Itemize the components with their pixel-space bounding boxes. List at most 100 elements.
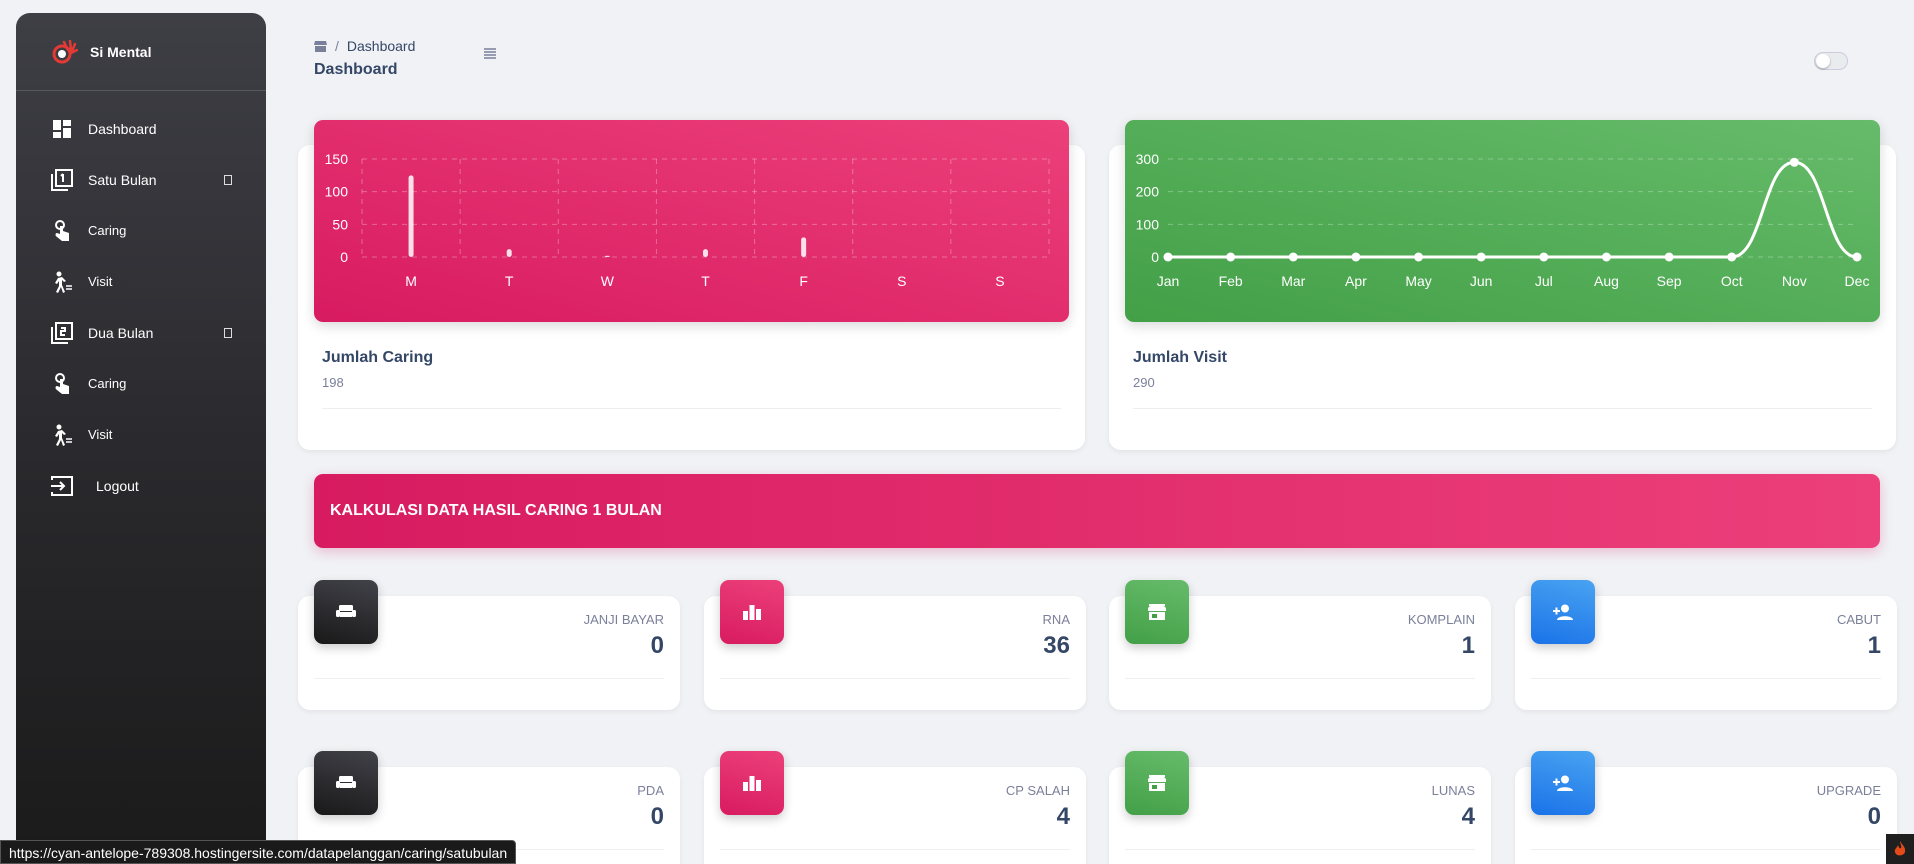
sidebar: Si Mental Dashboard Satu Bulan Caring [16, 13, 266, 864]
sidebar-nav: Dashboard Satu Bulan Caring Visit Dua [16, 91, 266, 511]
stat-label: CABUT [1836, 612, 1881, 627]
breadcrumb-current: Dashboard [346, 38, 416, 54]
login-icon [50, 474, 74, 498]
x-tick-label: Jan [1157, 273, 1180, 289]
stat-value: 0 [650, 803, 664, 830]
visit-chart-title: Jumlah Visit [1133, 349, 1227, 366]
store-icon [1125, 751, 1189, 815]
status-url: https://cyan-antelope-789308.hostingersi… [0, 840, 517, 864]
stat-label: KOMPLAIN [1407, 612, 1475, 627]
stat-label: RNA [1042, 612, 1070, 627]
caring-bar-chart: 0 50 100 150 M T W T F S S [325, 151, 1050, 289]
divider [720, 849, 1070, 850]
y-tick-label: 0 [1151, 249, 1159, 265]
walk-icon [50, 270, 74, 294]
stat-card-janji-bayar: JANJI BAYAR 0 [298, 580, 680, 710]
sidebar-item-dashboard[interactable]: Dashboard [16, 103, 266, 154]
page-title: Dashboard [314, 61, 398, 78]
caring-chart-total: 198 [322, 375, 344, 390]
divider [1531, 849, 1881, 850]
filter-2-icon [50, 321, 74, 345]
divider [1125, 678, 1475, 679]
sidebar-item-caring-2[interactable]: Caring [16, 358, 266, 409]
dashboard-icon [50, 117, 74, 141]
sidebar-item-satu-bulan[interactable]: Satu Bulan [16, 154, 266, 205]
x-tick-label: T [701, 273, 710, 289]
walk-icon [50, 423, 74, 447]
y-tick-label: 200 [1136, 184, 1160, 200]
brand-logo-icon [52, 39, 78, 63]
data-point [1163, 252, 1173, 262]
sidebar-item-label: Caring [88, 376, 127, 391]
calculation-banner: KALKULASI DATA HASIL CARING 1 BULAN [314, 474, 1880, 548]
data-point [1601, 252, 1611, 262]
stat-value: 36 [1043, 632, 1070, 659]
flame-icon[interactable] [1886, 834, 1914, 864]
sidebar-item-logout[interactable]: Logout [16, 460, 266, 511]
divider [720, 678, 1070, 679]
breadcrumb: / Dashboard [314, 38, 415, 54]
x-tick-label: Mar [1281, 273, 1305, 289]
sidebar-item-label: Dua Bulan [88, 324, 154, 341]
x-tick-label: S [995, 273, 1004, 289]
x-tick-label: Dec [1845, 273, 1870, 289]
stat-value: 4 [1461, 803, 1475, 830]
x-tick-label: S [897, 273, 906, 289]
filter-1-icon [50, 168, 74, 192]
stat-label: PDA [637, 783, 664, 798]
y-tick-label: 100 [1136, 216, 1160, 232]
bar [703, 249, 708, 257]
x-tick-label: W [601, 273, 615, 289]
divider [1125, 849, 1475, 850]
y-tick-label: 150 [325, 151, 349, 167]
sidebar-item-dua-bulan[interactable]: Dua Bulan [16, 307, 266, 358]
sidebar-item-caring-1[interactable]: Caring [16, 205, 266, 256]
stat-value: 1 [1867, 632, 1881, 659]
sidebar-item-visit-1[interactable]: Visit [16, 256, 266, 307]
data-point [1351, 252, 1361, 262]
stat-value: 1 [1461, 632, 1475, 659]
x-tick-label: Feb [1219, 273, 1243, 289]
divider [314, 678, 664, 679]
divider [1531, 678, 1881, 679]
banner-title: KALKULASI DATA HASIL CARING 1 BULAN [330, 502, 662, 519]
toggle-knob [1816, 54, 1830, 68]
sidebar-item-label: Visit [88, 427, 113, 442]
stat-label: UPGRADE [1816, 783, 1881, 798]
brand-name: Si Mental [90, 43, 152, 60]
brand[interactable]: Si Mental [16, 13, 266, 91]
y-tick-label: 0 [340, 249, 348, 265]
stat-value: 0 [1867, 803, 1881, 830]
caring-chart-title: Jumlah Caring [322, 349, 434, 366]
series-line [1167, 160, 1858, 259]
theme-toggle[interactable] [1814, 52, 1848, 70]
stat-card-cabut: CABUT 1 [1515, 580, 1897, 710]
data-point [1414, 252, 1424, 262]
divider [322, 408, 1061, 409]
x-tick-label: Nov [1782, 273, 1807, 289]
caring-chart-panel: 0 50 100 150 M T W T F S S [314, 120, 1069, 322]
y-tick-label: 50 [332, 216, 348, 232]
sidebar-item-label: Satu Bulan [88, 171, 157, 188]
expand-icon[interactable] [224, 174, 232, 185]
stat-card-lunas: LUNAS 4 [1109, 751, 1491, 864]
store-icon[interactable] [314, 40, 327, 52]
sidebar-item-visit-2[interactable]: Visit [16, 409, 266, 460]
data-point [1727, 252, 1737, 262]
expand-icon[interactable] [224, 327, 232, 338]
touch-icon [50, 372, 74, 396]
stat-value: 4 [1056, 803, 1070, 830]
divider [1133, 408, 1872, 409]
breadcrumb-separator: / [335, 38, 339, 54]
bar [408, 175, 414, 257]
stat-card-upgrade: UPGRADE 0 [1515, 751, 1897, 864]
x-tick-label: Sep [1657, 273, 1682, 289]
stat-value: 0 [650, 632, 664, 659]
leaderboard-icon [720, 580, 784, 644]
leaderboard-icon [720, 751, 784, 815]
x-tick-label: Jun [1470, 273, 1493, 289]
stat-card-rna: RNA 36 [704, 580, 1086, 710]
menu-icon[interactable] [482, 47, 498, 61]
stat-label: JANJI BAYAR [583, 612, 664, 627]
touch-icon [50, 219, 74, 243]
